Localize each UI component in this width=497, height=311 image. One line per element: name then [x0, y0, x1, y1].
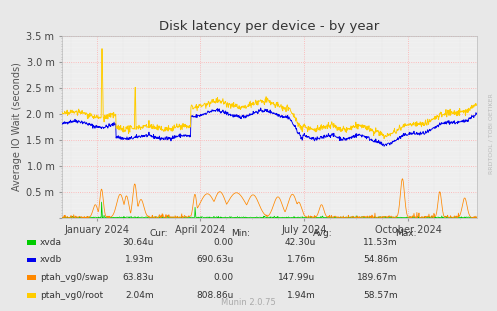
Text: 11.53m: 11.53m	[363, 238, 398, 247]
Y-axis label: Average IO Wait (seconds): Average IO Wait (seconds)	[12, 62, 22, 191]
Text: 1.93m: 1.93m	[125, 256, 154, 264]
Text: 63.83u: 63.83u	[122, 273, 154, 282]
Text: 42.30u: 42.30u	[284, 238, 316, 247]
Text: 147.99u: 147.99u	[278, 273, 316, 282]
Text: 54.86m: 54.86m	[363, 256, 398, 264]
Text: 808.86u: 808.86u	[196, 291, 234, 300]
Text: Max:: Max:	[395, 229, 416, 238]
Text: Avg:: Avg:	[313, 229, 332, 238]
Text: RRDTOOL / TOBI OETIKER: RRDTOOL / TOBI OETIKER	[488, 93, 493, 174]
Text: 1.76m: 1.76m	[287, 256, 316, 264]
Text: 0.00: 0.00	[214, 238, 234, 247]
Text: Munin 2.0.75: Munin 2.0.75	[221, 298, 276, 307]
Text: Min:: Min:	[231, 229, 250, 238]
Text: 1.94m: 1.94m	[287, 291, 316, 300]
Text: xvda: xvda	[40, 238, 62, 247]
Text: xvdb: xvdb	[40, 256, 62, 264]
Text: Cur:: Cur:	[149, 229, 167, 238]
Text: 2.04m: 2.04m	[125, 291, 154, 300]
Text: 58.57m: 58.57m	[363, 291, 398, 300]
Text: 30.64u: 30.64u	[123, 238, 154, 247]
Text: 189.67m: 189.67m	[357, 273, 398, 282]
Text: ptah_vg0/swap: ptah_vg0/swap	[40, 273, 108, 282]
Title: Disk latency per device - by year: Disk latency per device - by year	[160, 20, 380, 33]
Text: 690.63u: 690.63u	[196, 256, 234, 264]
Text: ptah_vg0/root: ptah_vg0/root	[40, 291, 103, 300]
Text: 0.00: 0.00	[214, 273, 234, 282]
